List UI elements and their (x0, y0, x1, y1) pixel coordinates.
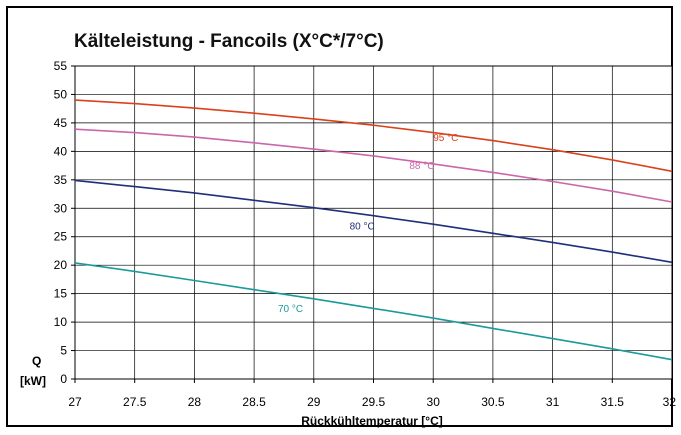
series-line-0 (74, 99, 673, 173)
chart-title: Kälteleistung - Fancoils (X°C*/7°C) (74, 31, 384, 52)
x-tick-label: 32 (663, 395, 677, 409)
y-tick-label: 0 (60, 372, 67, 386)
series-label-3: 70 °C (278, 304, 303, 315)
y-tick-label: 25 (54, 230, 68, 244)
x-tick-label: 31.5 (601, 395, 625, 409)
plot-border (74, 65, 673, 380)
y-tick-label: 55 (54, 59, 68, 73)
series-lines (74, 99, 673, 361)
series-line-1 (74, 128, 673, 203)
y-axis-label-q: Q (32, 354, 41, 368)
series-label-1: 88 °C (409, 161, 434, 172)
x-tick-label: 28.5 (242, 395, 266, 409)
x-tick-label: 30 (427, 395, 441, 409)
x-tick-label: 27 (68, 395, 82, 409)
y-tick-label: 50 (54, 87, 68, 101)
y-tick-label: 10 (54, 315, 68, 329)
y-axis-label-unit: [kW] (20, 374, 46, 388)
series-label-0: 95 °C (433, 133, 458, 144)
x-gridlines (74, 66, 673, 383)
x-tick-label: 30.5 (481, 395, 505, 409)
y-tick-label: 30 (54, 201, 68, 215)
y-tick-label: 40 (54, 144, 68, 158)
y-tick-labels: 0 5 10 15 20 25 30 35 40 45 50 55 (54, 59, 68, 386)
series-label-2: 80 °C (350, 221, 375, 232)
x-tick-label: 29 (307, 395, 321, 409)
y-tick-label: 15 (54, 287, 68, 301)
series-labels: 95 °C 88 °C 80 °C 70 °C (278, 133, 458, 315)
y-tick-label: 45 (54, 116, 68, 130)
y-gridlines (71, 65, 672, 380)
series-line-3 (74, 262, 673, 361)
x-tick-label: 27.5 (123, 395, 147, 409)
y-tick-label: 5 (60, 344, 67, 358)
y-tick-label: 20 (54, 258, 68, 272)
x-tick-label: 29.5 (362, 395, 386, 409)
x-axis-label: Rückkühltemperatur [°C] (301, 414, 443, 428)
x-tick-label: 28 (188, 395, 202, 409)
y-tick-label: 35 (54, 173, 68, 187)
x-tick-labels: 27 27.5 28 28.5 29 29.5 30 30.5 31 31.5 32 (68, 395, 676, 409)
x-tick-label: 31 (546, 395, 560, 409)
series-line-2 (74, 179, 673, 264)
